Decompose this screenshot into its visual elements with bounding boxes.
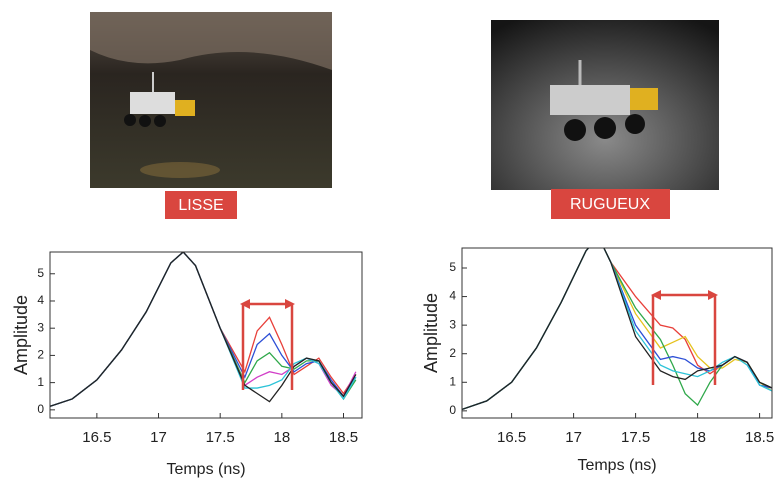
y-tick-label: 1 <box>37 375 44 389</box>
label-box <box>551 189 670 219</box>
plot-frame <box>461 247 773 419</box>
y-tick-label: 4 <box>37 293 44 307</box>
y-tick-label: 1 <box>449 374 456 388</box>
series-line <box>50 252 357 407</box>
photo-smooth <box>90 12 332 188</box>
x-axis-label: Temps (ns) <box>577 457 656 474</box>
x-tick-label: 17 <box>150 429 167 446</box>
x-tick-label: 18 <box>273 429 290 446</box>
y-tick-label: 0 <box>37 402 44 416</box>
series-line <box>462 248 772 411</box>
y-tick-label: 2 <box>37 348 44 362</box>
series-line <box>50 252 357 407</box>
photo-label: RUGUEUX <box>570 196 650 213</box>
x-tick-label: 17.5 <box>206 429 235 446</box>
photo-label: LISSE <box>178 197 223 214</box>
y-axis-label: Amplitude <box>11 295 31 375</box>
y-tick-label: 0 <box>449 403 456 417</box>
x-tick-label: 18.5 <box>329 429 358 446</box>
x-tick-label: 16.5 <box>82 429 111 446</box>
x-tick-label: 17 <box>565 429 582 446</box>
y-tick-label: 5 <box>37 266 44 280</box>
y-tick-label: 3 <box>37 320 44 334</box>
x-tick-label: 18 <box>689 429 706 446</box>
annotation-bracket <box>240 290 718 390</box>
x-axis-label: Temps (ns) <box>166 461 245 478</box>
series-line <box>462 248 772 411</box>
series-line <box>50 252 357 407</box>
photo-rough <box>491 20 719 190</box>
series-line <box>462 248 772 411</box>
x-tick-label: 18.5 <box>745 429 774 446</box>
series-line <box>462 248 772 411</box>
y-tick-label: 5 <box>449 260 456 274</box>
y-tick-label: 2 <box>449 346 456 360</box>
series-line <box>50 252 357 407</box>
series-line <box>50 252 357 407</box>
x-tick-label: 16.5 <box>497 429 526 446</box>
y-tick-label: 3 <box>449 317 456 331</box>
y-tick-label: 4 <box>449 289 456 303</box>
series-line <box>462 248 772 411</box>
plot-frame <box>49 251 363 419</box>
y-axis-label: Amplitude <box>421 293 441 373</box>
series-line <box>462 248 772 411</box>
label-box <box>165 191 237 219</box>
x-tick-label: 17.5 <box>621 429 650 446</box>
series-line <box>50 252 357 407</box>
